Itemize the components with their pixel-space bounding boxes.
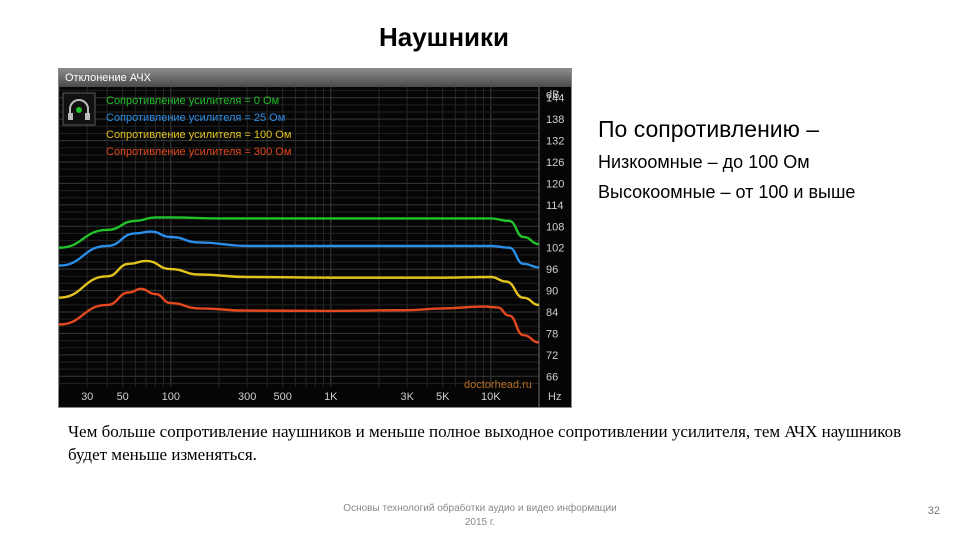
y-tick-label: 66 (546, 371, 558, 383)
x-tick-label: 300 (238, 391, 256, 403)
y-tick-label: 90 (546, 286, 558, 298)
series-lines (59, 216, 540, 344)
footer-course: Основы технологий обработки аудио и виде… (343, 503, 617, 514)
footer: Основы технологий обработки аудио и виде… (300, 502, 660, 530)
chart-title: Отклонение АЧХ (59, 69, 571, 87)
series-line-2 (59, 259, 540, 307)
headphone-icon (62, 92, 96, 126)
legend-entry-3: Сопротивление усилителя = 300 Ом (106, 146, 291, 158)
y-tick-label: 138 (546, 114, 564, 126)
legend-entry-2: Сопротивление усилителя = 100 Ом (106, 129, 291, 141)
tick-labels: 144 138 132 126 120 114 108 102 96 90 84 78 72 66 30 50… (81, 93, 564, 403)
legend-entry-1: Сопротивление усилителя = 25 Ом (106, 112, 285, 124)
x-tick-label: 50 (117, 391, 129, 403)
y-tick-label: 96 (546, 264, 558, 276)
y-tick-label: 120 (546, 178, 564, 190)
y-tick-label: 78 (546, 328, 558, 340)
x-tick-label: 1K (324, 391, 338, 403)
x-unit-label: Hz (548, 391, 561, 403)
y-unit-label: dB (546, 89, 559, 101)
chart-plot: 144 138 132 126 120 114 108 102 96 90 84 78 72 66 30 50… (59, 87, 571, 407)
x-tick-label: 10K (481, 391, 501, 403)
frequency-response-chart: Отклонение АЧХ 144 138 132 126 120 114 108 102 9… (58, 68, 572, 408)
y-tick-label: 108 (546, 221, 564, 233)
watermark: doctorhead.ru (464, 379, 532, 391)
side-line-high: Высокоомные – от 100 и выше (598, 182, 856, 202)
x-tick-label: 100 (162, 391, 180, 403)
y-tick-label: 114 (546, 200, 564, 212)
side-title: По сопротивлению – (598, 116, 820, 142)
x-tick-label: 5K (436, 391, 450, 403)
series-line-3 (59, 287, 540, 344)
legend-entry-0: Сопротивление усилителя = 0 Ом (106, 95, 279, 107)
footer-year: 2015 г. (464, 517, 496, 528)
y-tick-label: 144 (546, 93, 564, 105)
y-tick-label: 102 (546, 243, 564, 255)
y-tick-label: 132 (546, 136, 564, 148)
y-tick-label: 84 (546, 307, 558, 319)
page-number: 32 (927, 505, 940, 517)
series-line-1 (59, 230, 540, 269)
slide-title: Наушники (378, 22, 510, 52)
series-line-0 (59, 216, 540, 249)
body-text: Чем больше сопротивление наушников и мен… (68, 422, 902, 464)
y-tick-label: 72 (546, 350, 558, 362)
x-tick-label: 3K (400, 391, 414, 403)
side-line-low: Низкоомные – до 100 Ом (598, 152, 810, 172)
chart-legend: Сопротивление усилителя = 0 Ом Сопротивле… (106, 95, 291, 158)
y-tick-label: 126 (546, 157, 564, 169)
x-tick-label: 30 (81, 391, 93, 403)
chart-grid (59, 87, 540, 387)
x-tick-label: 500 (274, 391, 292, 403)
